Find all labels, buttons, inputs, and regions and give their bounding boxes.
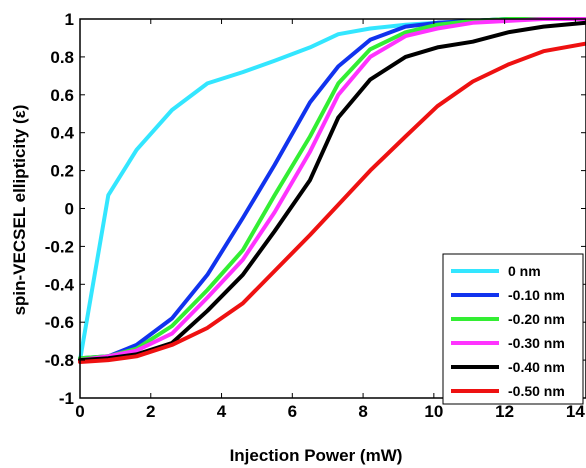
y-axis-label: spin-VECSEL ellipticity (ε) [10,105,29,316]
y-tick-label: -0.2 [45,237,74,256]
legend-label-1: -0.10 nm [508,287,565,303]
x-tick-label: 14 [566,402,585,421]
axes-frame [79,18,586,399]
y-tick-label: 0.8 [50,48,74,67]
x-tick-label: 12 [495,402,514,421]
series-line-3 [78,17,586,363]
x-tick-label: 10 [424,402,443,421]
y-tick-label: -1 [59,389,74,408]
legend-label-0: 0 nm [508,263,541,279]
legend-label-3: -0.30 nm [508,335,565,351]
y-tick-label: 0.2 [50,162,74,181]
legend: 0 nm -0.10 nm -0.20 nm -0.30 nm -0.40 nm -0.5… [442,253,584,405]
tick-layer: 0 2 4 6 8 10 12 14 -1 -0.8 -0.6 -0.4 -0.2 0 0.2 0.4 0.6 0… [45,10,586,421]
x-tick-label: 2 [146,402,155,421]
y-tick-label: -0.4 [45,275,75,294]
x-tick-label: 6 [288,402,297,421]
y-tick-label: 1 [65,10,74,29]
x-axis-label: Injection Power (mW) [230,446,403,465]
legend-label-2: -0.20 nm [508,311,565,327]
legend-label-4: -0.40 nm [508,359,565,375]
x-tick-label: 4 [217,402,227,421]
y-tick-label: 0 [65,200,74,219]
legend-box [442,253,584,405]
y-tick-label: 0.6 [50,86,74,105]
x-tick-label: 8 [358,402,367,421]
legend-label-5: -0.50 nm [508,383,565,399]
series-line-5 [78,41,586,364]
y-tick-label: 0.4 [50,124,74,143]
y-tick-label: -0.8 [45,351,74,370]
x-tick-label: 0 [75,402,84,421]
series-layer [78,17,586,364]
y-tick-label: -0.6 [45,313,74,332]
